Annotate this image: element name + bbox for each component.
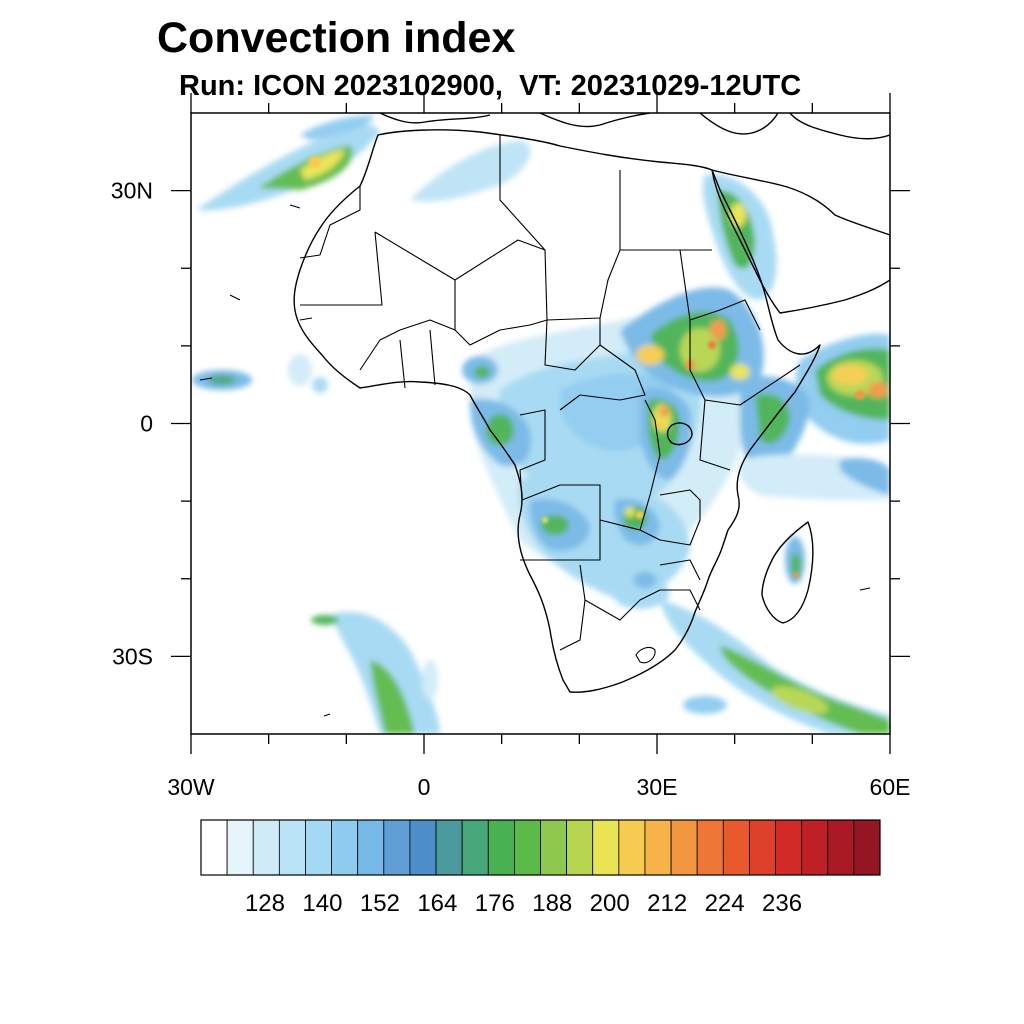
colorbar-label: 224 [705,890,745,917]
arabia-coastline [711,169,890,314]
colorbar-swatch [853,819,881,876]
colorbar-swatch [383,819,411,876]
chart-title: Convection index [157,14,516,62]
x-tick-label: 30W [167,774,215,800]
colorbar-swatch [696,819,724,876]
madagascar-coastline [761,521,814,624]
coastlines-and-borders [199,113,890,717]
colorbar-swatch [670,819,698,876]
colorbar-swatch [513,819,541,876]
colorbar-swatch [618,819,646,876]
chart-subtitle: Run: ICON 2023102900, VT: 20231029-12UTC [179,70,802,102]
colorbar-swatch [435,819,463,876]
colorbar-label: 128 [245,890,285,917]
colorbar-swatch [252,819,280,876]
colorbar-swatch [305,819,332,876]
colorbar-swatch [827,819,855,876]
colorbar-frame [200,819,881,876]
colorbar-swatch [775,819,803,876]
y-tick-label: 30S [112,643,153,669]
colorbar-label: 188 [532,890,572,917]
y-tick-label: 30N [111,178,153,204]
europe-coastline [379,113,890,140]
colorbar: 128 140 152 164 176 188 200 212 224 236 [200,819,881,917]
colorbar-label: 236 [762,890,802,917]
colorbar-swatch [278,819,306,876]
colorbar-label: 164 [417,890,457,917]
colorbar-swatch [461,819,489,876]
colorbar-label: 152 [360,890,400,917]
colorbar-swatch [801,819,829,876]
colorbar-label: 140 [302,890,342,917]
y-tick-label: 0 [140,411,153,437]
convection-field [192,115,890,734]
colorbar-label: 200 [590,890,630,917]
colorbar-swatch [331,819,359,876]
colorbar-swatch [566,819,594,876]
map-axes: 30W 0 30E 60E 30N 0 30S [111,93,911,800]
x-tick-label: 60E [870,774,911,800]
colorbar-swatch [226,819,254,876]
colorbar-swatch [749,819,776,876]
lake-victoria [666,422,693,446]
colorbar-swatch [200,819,228,876]
colorbar-label: 212 [647,890,687,917]
colorbar-swatch [592,819,620,876]
colorbar-swatch [487,819,515,876]
colorbar-swatch [357,819,385,876]
x-tick-label: 30E [637,774,678,800]
colorbar-swatch [722,819,750,876]
africa-coastline [293,129,821,693]
colorbar-swatch [540,819,568,876]
colorbar-swatch [409,819,437,876]
colorbar-swatch [644,819,672,876]
colorbar-label: 176 [475,890,515,917]
x-tick-label: 0 [418,774,431,800]
